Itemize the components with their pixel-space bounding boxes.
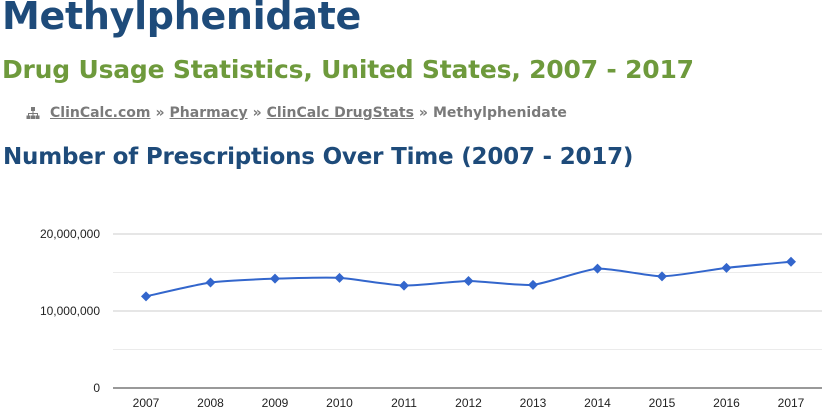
data-point-2017[interactable] xyxy=(786,256,796,267)
sitemap-icon xyxy=(26,107,40,119)
data-point-2013[interactable] xyxy=(528,279,538,290)
breadcrumb-link-pharmacy[interactable]: Pharmacy xyxy=(169,105,248,121)
x-tick-label: 2012 xyxy=(455,396,482,410)
y-tick-label: 20,000,000 xyxy=(40,227,100,241)
chart-axes: 0 10,000,000 20,000,000 2007 2008 2009 2010 201… xyxy=(40,227,822,410)
x-tick-label: 2015 xyxy=(649,396,676,410)
breadcrumb-separator: » xyxy=(155,105,165,121)
breadcrumb-separator: » xyxy=(418,105,428,121)
breadcrumb-link-drugstats[interactable]: ClinCalc DrugStats xyxy=(266,105,414,121)
x-tick-label: 2008 xyxy=(197,396,224,410)
page-subtitle: Drug Usage Statistics, United States, 20… xyxy=(2,55,694,84)
data-point-2014[interactable] xyxy=(592,263,603,274)
data-point-2015[interactable] xyxy=(657,271,667,282)
x-tick-label: 2007 xyxy=(133,396,160,410)
data-point-2008[interactable] xyxy=(205,277,216,288)
x-tick-label: 2016 xyxy=(713,396,740,410)
breadcrumb-current: Methylphenidate xyxy=(432,105,567,121)
breadcrumb-link-clincalc[interactable]: ClinCalc.com xyxy=(50,105,151,121)
x-tick-label: 2017 xyxy=(778,396,805,410)
data-point-2010[interactable] xyxy=(334,272,345,283)
data-point-2007[interactable] xyxy=(141,291,151,302)
data-point-2009[interactable] xyxy=(270,273,280,284)
x-tick-label: 2010 xyxy=(326,396,353,410)
x-tick-label: 2011 xyxy=(391,396,417,410)
page-title: Methylphenidate xyxy=(2,0,361,38)
breadcrumb-separator: » xyxy=(252,105,262,121)
breadcrumb: ClinCalc.com » Pharmacy » ClinCalc DrugS… xyxy=(26,103,567,123)
y-tick-label: 0 xyxy=(93,381,100,395)
x-tick-label: 2013 xyxy=(520,396,547,410)
data-point-2011[interactable] xyxy=(399,280,409,291)
x-tick-label: 2014 xyxy=(584,396,611,410)
y-tick-label: 10,000,000 xyxy=(40,304,100,318)
chart-gridlines xyxy=(113,233,822,350)
x-tick-label: 2009 xyxy=(262,396,289,410)
section-heading: Number of Prescriptions Over Time (2007 … xyxy=(3,144,634,170)
chart-points xyxy=(141,256,796,302)
data-point-2016[interactable] xyxy=(721,262,732,273)
data-point-2012[interactable] xyxy=(463,275,474,286)
